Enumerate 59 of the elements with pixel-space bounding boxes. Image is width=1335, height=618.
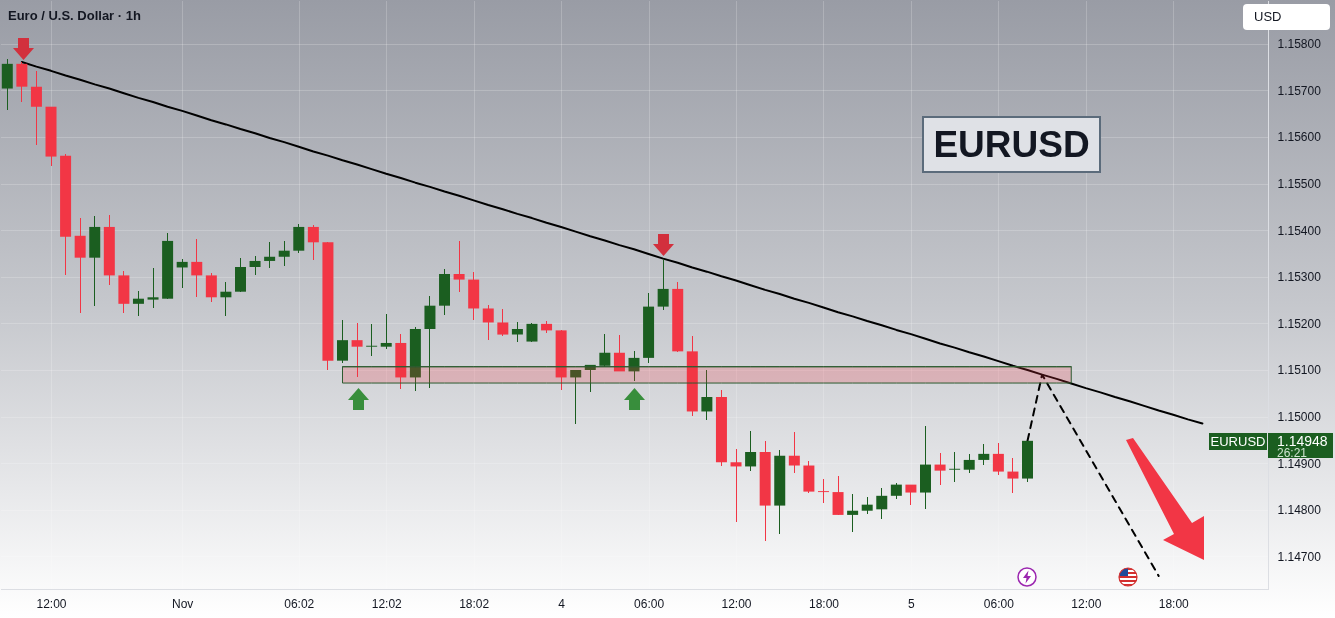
candlestick [861,496,873,515]
y-tick-label: 1.15100 [1277,363,1322,378]
y-tick-label: 1.15400 [1277,223,1322,238]
y-tick-label: 1.15500 [1277,177,1322,192]
candlestick [147,267,159,309]
candlestick [992,442,1004,476]
candlestick [30,70,42,146]
y-tick-label: 1.15700 [1277,83,1322,98]
candlestick [978,443,990,466]
y-axis-title: USD [1254,8,1282,26]
x-tick-label: 12:00 [721,596,752,611]
candlestick [963,453,975,474]
candlestick [1022,440,1034,483]
y-tick-label: 1.15800 [1277,37,1322,52]
x-tick-label: 12:02 [371,596,403,611]
candlestick [949,451,961,483]
x-tick-label: 18:02 [459,596,490,611]
candlestick [60,153,72,276]
candlestick [482,304,494,341]
x-tick-label: 12:00 [1071,596,1102,611]
candlestick [103,214,115,286]
x-tick-label: 06:00 [634,596,665,611]
x-tick-label: 12:00 [36,596,67,611]
candlestick [817,478,829,504]
x-tick-label: 18:00 [1158,596,1190,611]
candlestick [497,308,509,337]
candlestick [643,292,655,364]
x-tick-label: 4 [558,596,566,611]
x-tick-label: Nov [172,596,194,611]
y-tick-label: 1.15000 [1277,410,1322,425]
candlestick [74,217,86,314]
y-tick-label: 1.15600 [1277,130,1322,145]
candlestick [774,449,786,535]
candlestick [1,58,13,111]
x-tick-label: 06:00 [983,596,1015,611]
candlestick [919,425,931,510]
text: Euro / U.S. Dollar · 1h [8,8,141,23]
candlestick [672,281,684,353]
candlestick [293,223,305,254]
y-tick-label: 1.15200 [1277,316,1322,331]
candlestick [89,215,101,307]
candlestick [380,313,392,350]
x-tick-label: 5 [908,596,916,611]
candlestick [162,232,174,300]
candlestick [511,321,523,343]
y-tick-label: 1.14700 [1277,549,1322,564]
candlestick [759,440,771,542]
candlestick [788,431,800,474]
candlestick [715,389,727,467]
x-tick-label: 18:00 [808,596,840,611]
y-tick-label: 1.15300 [1277,270,1322,285]
candlestick [337,319,349,364]
candlestick [366,323,378,357]
candlestick [439,268,451,316]
y-tick-label: 1.14800 [1277,503,1322,518]
candlestick [278,240,290,267]
candlestick [205,272,217,303]
candlestick [234,257,246,293]
x-tick-label: 06:02 [284,596,315,611]
